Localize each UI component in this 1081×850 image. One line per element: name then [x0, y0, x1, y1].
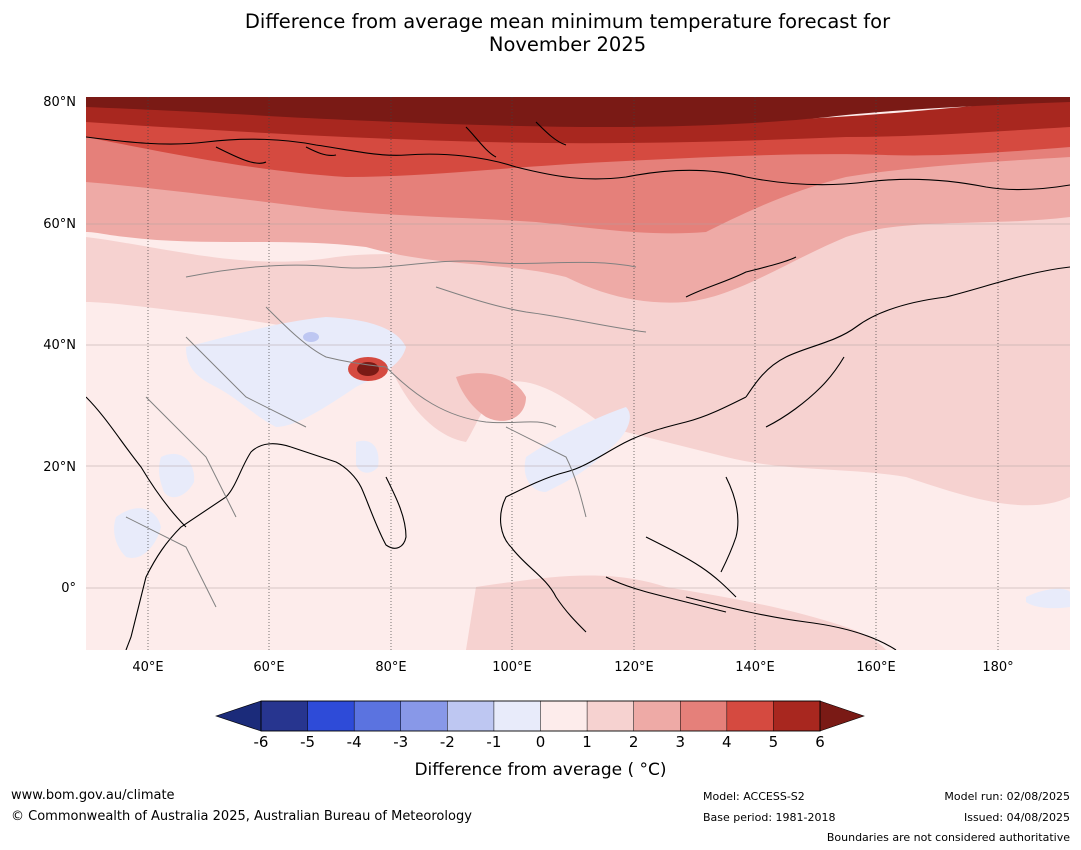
- colorbar-tick-label: 6: [815, 733, 825, 751]
- colorbar-tick-label: -1: [486, 733, 502, 751]
- footer-base-period: Base period: 1981-2018: [703, 811, 836, 824]
- map-canvas: [86, 97, 1070, 650]
- lat-label-80n: 80°N: [43, 95, 76, 110]
- colorbar-label: Difference from average ( °C): [414, 760, 667, 780]
- lon-label-120e: 120°E: [614, 660, 654, 675]
- coastlines: [86, 121, 1070, 650]
- anomaly-neg-arabia: [114, 508, 161, 558]
- footer-model-run: Model run: 02/08/2025: [944, 790, 1070, 803]
- chart-title: Difference from average mean minimum tem…: [0, 10, 1081, 56]
- colorbar-swatch: [726, 700, 775, 732]
- lon-label-80e: 80°E: [375, 660, 407, 675]
- colorbar-tick-label: -3: [393, 733, 409, 751]
- colorbar-swatches: [260, 700, 821, 732]
- lon-label-180: 180°: [982, 660, 1014, 675]
- lat-label-60n: 60°N: [43, 217, 76, 232]
- colorbar-tick-label: -6: [253, 733, 269, 751]
- colorbar-swatch: [260, 700, 309, 732]
- footer-model: Model: ACCESS-S2: [703, 790, 805, 803]
- colorbar-swatch: [633, 700, 682, 732]
- lon-gridlines: [147, 97, 999, 650]
- anomaly-5-6-region: [86, 97, 1070, 144]
- colorbar-swatch: [773, 700, 821, 732]
- colorbar-swatch: [586, 700, 635, 732]
- colorbar-tick-label: 4: [722, 733, 732, 751]
- lon-label-160e: 160°E: [856, 660, 896, 675]
- anomaly-neg-pacific: [1026, 588, 1070, 609]
- anomaly-neg-india: [356, 440, 379, 473]
- colorbar-swatch: [400, 700, 449, 732]
- colorbar-tick-label: -2: [439, 733, 455, 751]
- colorbar-over-arrow: [819, 700, 865, 732]
- colorbar-swatch: [680, 700, 728, 732]
- country-boundaries: [125, 260, 647, 608]
- footer-disclaimer: Boundaries are not considered authoritat…: [826, 831, 1070, 844]
- title-line-1: Difference from average mean minimum tem…: [244, 10, 891, 33]
- title-line-2: November 2025: [488, 33, 647, 56]
- lat-label-0: 0°: [61, 581, 76, 596]
- colorbar-tick-label: -4: [346, 733, 362, 751]
- colorbar-tick-label: -5: [300, 733, 316, 751]
- lon-label-60e: 60°E: [253, 660, 285, 675]
- anomaly-1-2-region: [86, 197, 1070, 506]
- anomaly-over-6-region: [86, 97, 1070, 127]
- anomaly-neg-central-asia: [186, 317, 406, 427]
- lon-label-140e: 140°E: [735, 660, 775, 675]
- anomaly-neg-south-china: [524, 407, 630, 492]
- anomaly-2-3-tibet: [456, 373, 526, 421]
- footer-url: www.bom.gov.au/climate: [11, 788, 175, 803]
- lon-label-100e: 100°E: [492, 660, 532, 675]
- lat-label-40n: 40°N: [43, 338, 76, 353]
- colorbar-swatch: [540, 700, 588, 732]
- lat-gridlines: [86, 223, 1070, 589]
- lat-label-20n: 20°N: [43, 460, 76, 475]
- colorbar-swatch: [493, 700, 542, 732]
- footer-copyright: © Commonwealth of Australia 2025, Austra…: [11, 809, 472, 824]
- footer-issued: Issued: 04/08/2025: [963, 811, 1070, 824]
- lon-label-40e: 40°E: [132, 660, 164, 675]
- colorbar-swatch: [307, 700, 355, 732]
- colorbar-under-arrow: [215, 700, 262, 732]
- colorbar-swatch: [447, 700, 495, 732]
- forecast-map: [86, 97, 1070, 650]
- colorbar-swatch: [353, 700, 402, 732]
- anomaly-neg-2-spot: [303, 332, 319, 342]
- colorbar-tick-label: 3: [675, 733, 686, 751]
- colorbar-tick-label: 1: [582, 733, 592, 751]
- colorbar-tick-label: 5: [768, 733, 779, 751]
- anomaly-neg-africa: [159, 453, 195, 498]
- colorbar-tick-label: 2: [628, 733, 639, 751]
- colorbar-outline: [260, 700, 821, 732]
- colorbar-tick-label: 0: [535, 733, 546, 751]
- anomaly-1-2-south: [466, 575, 886, 650]
